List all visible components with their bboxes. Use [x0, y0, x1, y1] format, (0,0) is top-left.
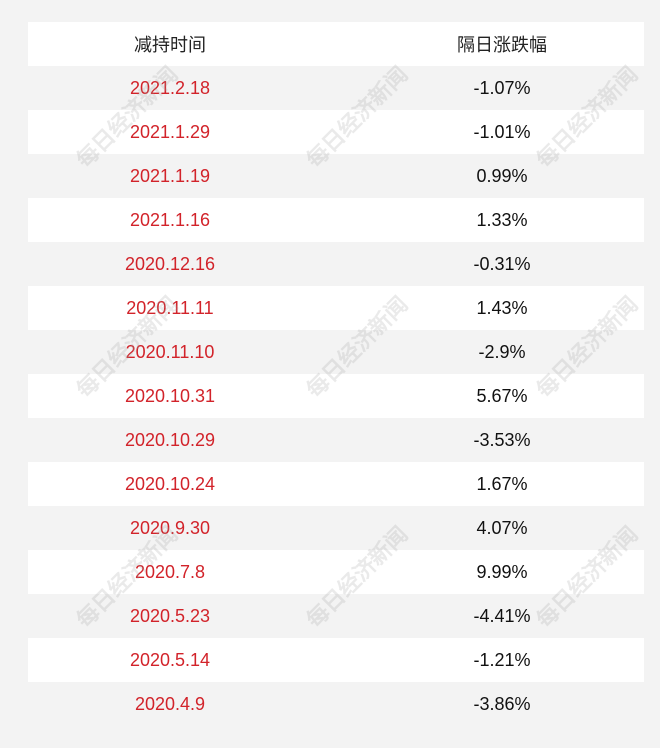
next-day-change: -1.21%: [473, 649, 531, 670]
sell-date: 2020.11.11: [126, 297, 214, 318]
table-row: 2020.5.14 -1.21%: [28, 638, 644, 682]
table-row: 2020.10.24 1.67%: [28, 462, 644, 506]
table-row: 2020.4.9 -3.86%: [28, 682, 644, 726]
next-day-change: -1.07%: [473, 77, 531, 98]
table-row: 2021.1.16 1.33%: [28, 198, 644, 242]
table-row: 2021.1.19 0.99%: [28, 154, 644, 198]
sell-date: 2020.7.8: [134, 561, 206, 582]
next-day-change: 1.43%: [476, 297, 528, 318]
table-row: 2020.7.8 9.99%: [28, 550, 644, 594]
table-header: 减持时间 隔日涨跌幅: [28, 22, 644, 66]
next-day-change: -2.9%: [478, 341, 526, 362]
next-day-change: 1.33%: [476, 209, 528, 230]
sell-date: 2021.1.29: [129, 121, 211, 142]
sell-date: 2020.10.24: [124, 473, 216, 494]
sell-date: 2020.5.14: [129, 649, 211, 670]
table-row: 2020.10.29 -3.53%: [28, 418, 644, 462]
next-day-change: 0.99%: [476, 165, 528, 186]
table-row: 2021.1.29 -1.01%: [28, 110, 644, 154]
sell-date: 2021.2.18: [129, 77, 211, 98]
sell-date: 2020.10.31: [124, 385, 216, 406]
table-row: 2020.12.16 -0.31%: [28, 242, 644, 286]
sell-date: 2020.10.29: [124, 429, 216, 450]
header-sell-date: 减持时间: [134, 35, 206, 55]
next-day-change: 4.07%: [476, 517, 528, 538]
table-row: 2020.9.30 4.07%: [28, 506, 644, 550]
header-next-day-change: 隔日涨跌幅: [457, 35, 547, 55]
next-day-change: 1.67%: [476, 473, 528, 494]
data-table: 减持时间 隔日涨跌幅 2021.2.18 -1.07% 2021.1.29 -1.0…: [28, 22, 644, 726]
table-row: 2021.2.18 -1.07%: [28, 66, 644, 110]
next-day-change: -3.86%: [473, 693, 531, 714]
sell-date: 2020.5.23: [129, 605, 211, 626]
sell-date: 2020.9.30: [129, 517, 211, 538]
table-row: 2020.5.23 -4.41%: [28, 594, 644, 638]
next-day-change: -3.53%: [473, 429, 531, 450]
next-day-change: 9.99%: [476, 561, 528, 582]
sell-date: 2021.1.16: [129, 209, 211, 230]
table-row: 2020.10.31 5.67%: [28, 374, 644, 418]
table-row: 2020.11.11 1.43%: [28, 286, 644, 330]
sell-date: 2020.12.16: [124, 253, 216, 274]
next-day-change: -0.31%: [473, 253, 531, 274]
sell-date: 2021.1.19: [129, 165, 211, 186]
sell-date: 2020.4.9: [134, 693, 206, 714]
next-day-change: 5.67%: [476, 385, 528, 406]
sell-date: 2020.11.10: [125, 341, 215, 362]
next-day-change: -1.01%: [473, 121, 531, 142]
next-day-change: -4.41%: [473, 605, 531, 626]
table-row: 2020.11.10 -2.9%: [28, 330, 644, 374]
